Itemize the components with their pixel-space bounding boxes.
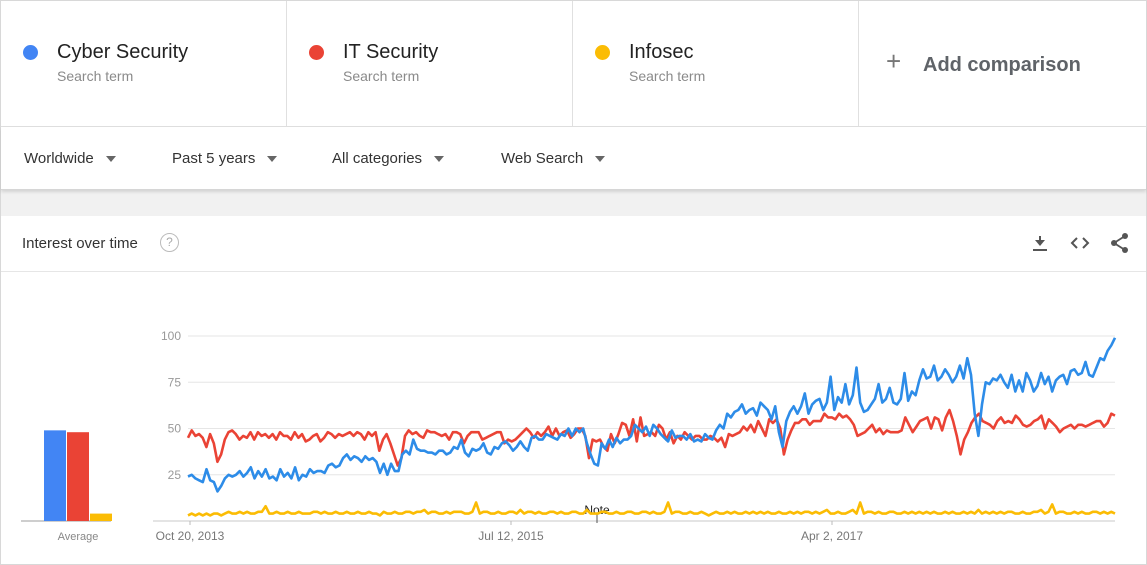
- interest-chart: 25 50 75 100 Oct 20, 2013 Jul 12, 2015 Apr 2, …: [21, 329, 1117, 543]
- y-tick-label: 75: [168, 375, 182, 389]
- region-value: Worldwide: [24, 150, 94, 167]
- search-type-value: Web Search: [501, 150, 584, 167]
- caret-down-icon: [267, 156, 278, 163]
- embed-code-icon[interactable]: [1068, 231, 1092, 255]
- series-color-dot: [595, 45, 610, 60]
- average-label: Average: [58, 531, 99, 543]
- term-type-label: Search term: [343, 68, 420, 84]
- y-tick-label: 100: [161, 329, 181, 343]
- category-dropdown[interactable]: All categories: [332, 150, 445, 167]
- term-card-it-security[interactable]: IT Security Search term: [287, 1, 573, 126]
- add-comparison-label: Add comparison: [923, 54, 1081, 76]
- search-terms-bar: Cyber Security Search term IT Security S…: [1, 1, 1146, 127]
- y-tick-label: 50: [168, 422, 182, 436]
- term-name[interactable]: IT Security: [343, 41, 439, 63]
- help-icon[interactable]: ?: [160, 233, 179, 252]
- caret-down-icon: [434, 156, 445, 163]
- filter-bar: Worldwide Past 5 years All categories We…: [1, 127, 1146, 190]
- average-bar: [90, 513, 112, 521]
- term-card-infosec[interactable]: Infosec Search term: [573, 1, 859, 126]
- x-tick-label: Jul 12, 2015: [478, 529, 544, 543]
- term-name[interactable]: Cyber Security: [57, 41, 189, 63]
- series-color-dot: [23, 45, 38, 60]
- plus-icon: +: [886, 46, 902, 76]
- interest-over-time-card: Interest over time ? 25 50 75 100 Oct 20, 20…: [1, 216, 1146, 564]
- caret-down-icon: [595, 156, 606, 163]
- series-line: [187, 337, 1117, 493]
- add-comparison-button[interactable]: + Add comparison: [859, 1, 1146, 126]
- category-value: All categories: [332, 150, 423, 167]
- term-name[interactable]: Infosec: [629, 41, 694, 63]
- share-icon[interactable]: [1108, 231, 1132, 255]
- time-range-dropdown[interactable]: Past 5 years: [172, 150, 278, 167]
- x-tick-label: Apr 2, 2017: [801, 529, 863, 543]
- series-color-dot: [309, 45, 324, 60]
- region-dropdown[interactable]: Worldwide: [24, 150, 116, 167]
- term-card-cyber-security[interactable]: Cyber Security Search term: [1, 1, 287, 126]
- card-title: Interest over time: [22, 235, 138, 252]
- term-type-label: Search term: [629, 68, 706, 84]
- card-header: Interest over time ?: [1, 216, 1146, 272]
- average-bar: [44, 430, 66, 521]
- average-bar: [67, 432, 89, 521]
- download-icon[interactable]: [1028, 231, 1052, 255]
- search-type-dropdown[interactable]: Web Search: [501, 150, 606, 167]
- y-tick-label: 25: [168, 468, 182, 482]
- series-line: [187, 501, 1116, 517]
- caret-down-icon: [105, 156, 116, 163]
- time-range-value: Past 5 years: [172, 150, 256, 167]
- term-type-label: Search term: [57, 68, 134, 84]
- x-tick-label: Oct 20, 2013: [156, 529, 225, 543]
